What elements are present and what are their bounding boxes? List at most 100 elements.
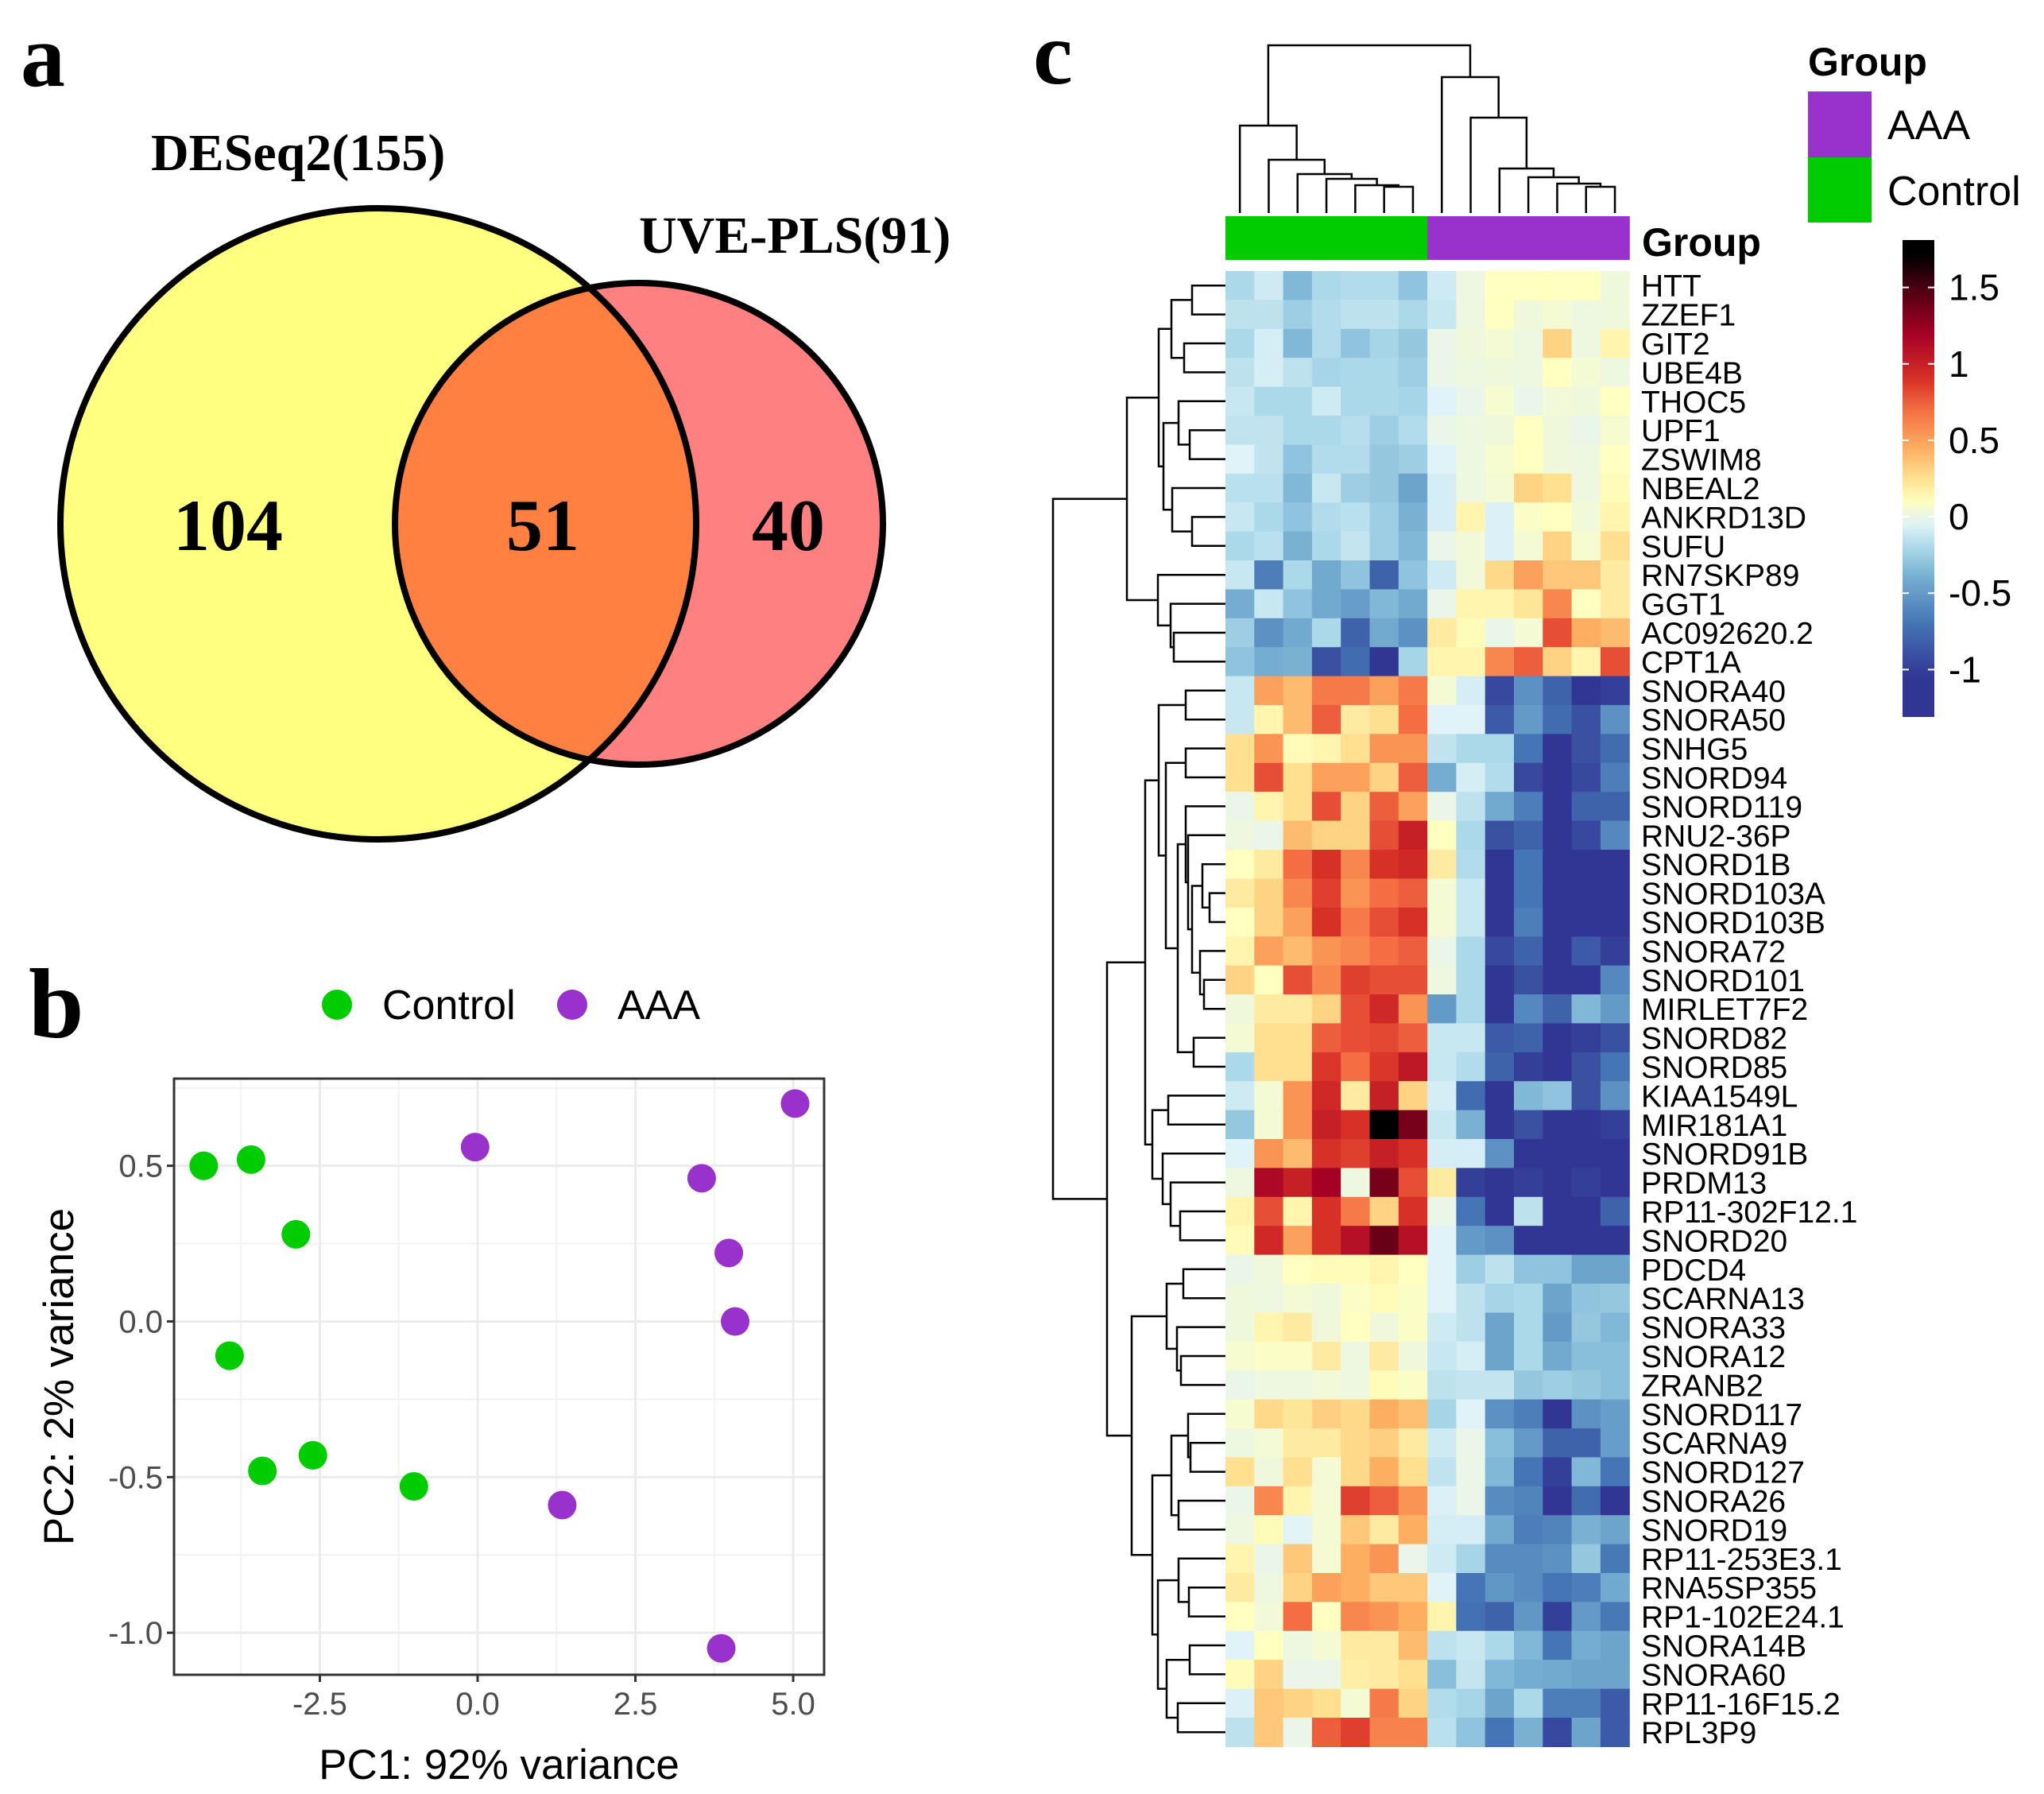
y-tick-label: 0.0: [118, 1304, 163, 1339]
heatmap-cell: [1311, 1081, 1341, 1111]
heatmap-cell: [1369, 1544, 1399, 1574]
heatmap-cell: [1341, 1110, 1371, 1140]
heatmap-cell: [1311, 1226, 1341, 1256]
heatmap-cell: [1369, 1573, 1399, 1602]
dendrogram-branch: [1187, 1412, 1225, 1459]
heatmap-cell: [1514, 1168, 1543, 1198]
heatmap-cell: [1341, 444, 1371, 475]
heatmap-cell: [1398, 762, 1428, 792]
heatmap-cell: [1341, 1486, 1371, 1516]
heatmap-cell: [1485, 560, 1515, 590]
dendrogram-branch: [1177, 400, 1225, 446]
heatmap-cell: [1485, 618, 1515, 648]
heatmap-cell: [1571, 705, 1601, 734]
dendrogram-branch: [1162, 421, 1179, 511]
heatmap-cell: [1427, 271, 1457, 300]
heatmap-cell: [1283, 1139, 1313, 1168]
dendrogram-branch: [1325, 177, 1378, 213]
group-annotation-cell-control: [1311, 216, 1341, 260]
color-scale-legend: 1.5 1 0.5 0 -0.5 -1: [1903, 240, 2011, 717]
heatmap-cell: [1311, 936, 1341, 967]
panel-c-heatmap: c Group HTTZZEF1GIT2UBE4BTHOC5UPF1ZSWIM8…: [1033, 5, 2021, 1750]
heatmap-cell: [1543, 1486, 1573, 1516]
heatmap-cell: [1456, 444, 1486, 475]
heatmap-cell: [1514, 1254, 1543, 1284]
heatmap-cell: [1369, 850, 1399, 879]
dendrogram-branch: [1267, 44, 1472, 126]
heatmap-cell: [1600, 936, 1630, 967]
heatmap-cell: [1369, 676, 1399, 706]
heatmap-cell: [1600, 1486, 1630, 1516]
heatmap-cell: [1485, 1573, 1515, 1602]
heatmap-cell: [1254, 1284, 1284, 1313]
gene-label: RP11-302F12.1: [1641, 1195, 1857, 1230]
heatmap-cell: [1225, 1052, 1255, 1082]
heatmap-cell: [1543, 271, 1573, 300]
legend-dot-control: [322, 990, 352, 1020]
heatmap-cell: [1369, 994, 1399, 1024]
heatmap-cell: [1254, 300, 1284, 330]
heatmap-cell: [1225, 1110, 1255, 1140]
heatmap-cell: [1485, 1139, 1515, 1168]
heatmap-cell: [1543, 705, 1573, 734]
heatmap-cell: [1254, 1515, 1284, 1545]
heatmap-cell: [1311, 878, 1341, 909]
heatmap-cell: [1341, 1081, 1371, 1111]
heatmap-cell: [1398, 1023, 1428, 1053]
heatmap-cell: [1254, 734, 1284, 764]
gene-label: SCARNA13: [1641, 1282, 1805, 1316]
dendrogram-branch: [1151, 1474, 1171, 1636]
heatmap-cell: [1283, 965, 1313, 995]
heatmap-cell: [1341, 792, 1371, 822]
heatmap-cell: [1543, 560, 1573, 590]
group-annotation-cell-control: [1398, 216, 1428, 260]
heatmap-cell: [1514, 1660, 1543, 1690]
heatmap-cell: [1514, 705, 1543, 734]
heatmap-cell: [1427, 358, 1457, 388]
gene-label: SNORD103B: [1641, 906, 1825, 940]
heatmap-cell: [1600, 1573, 1630, 1602]
heatmap-cell: [1485, 1196, 1515, 1226]
heatmap-cell: [1600, 878, 1630, 909]
heatmap-cell: [1341, 762, 1371, 792]
heatmap-cell: [1600, 676, 1630, 706]
heatmap-cell: [1341, 1023, 1371, 1053]
heatmap-cell: [1485, 1428, 1515, 1458]
gene-label: SUFU: [1641, 530, 1725, 564]
heatmap-cell: [1456, 1341, 1486, 1371]
heatmap-cell: [1369, 1688, 1399, 1718]
dendrogram-branch: [1179, 1354, 1225, 1386]
dendrogram-branch: [1190, 516, 1225, 548]
heatmap-cell: [1254, 502, 1284, 533]
heatmap-cell: [1571, 1544, 1601, 1574]
heatmap-cell: [1398, 1688, 1428, 1718]
gene-label: ANKRD13D: [1641, 501, 1806, 535]
gene-label: SNORA50: [1641, 703, 1786, 738]
heatmap-cell: [1600, 1457, 1630, 1487]
heatmap-cell: [1283, 1486, 1313, 1516]
heatmap-cell: [1225, 850, 1255, 879]
heatmap-cell: [1600, 300, 1630, 330]
gene-labels: HTTZZEF1GIT2UBE4BTHOC5UPF1ZSWIM8NBEAL2AN…: [1641, 269, 1857, 1750]
group-annotation-cell-aaa: [1571, 216, 1601, 260]
heatmap-cell: [1571, 1660, 1601, 1690]
heatmap-cell: [1254, 1023, 1284, 1053]
gene-label: PRDM13: [1641, 1167, 1767, 1201]
heatmap-cell: [1225, 878, 1255, 909]
heatmap-cell: [1398, 300, 1428, 330]
heatmap-cell: [1283, 386, 1313, 417]
gene-label: SNORD127: [1641, 1456, 1805, 1490]
heatmap-cell: [1369, 907, 1399, 937]
heatmap-cell: [1225, 676, 1255, 706]
heatmap-cell: [1398, 994, 1428, 1024]
heatmap-cell: [1283, 1399, 1313, 1429]
heatmap-cell: [1398, 1168, 1428, 1198]
group-legend-title: Group: [1808, 40, 1927, 84]
heatmap-cell: [1369, 589, 1399, 619]
heatmap-cell: [1283, 1052, 1313, 1082]
heatmap-cell: [1543, 762, 1573, 792]
heatmap-cell: [1398, 907, 1428, 937]
heatmap-cell: [1571, 1688, 1601, 1718]
heatmap-cell: [1398, 1399, 1428, 1429]
heatmap-cell: [1427, 1718, 1457, 1747]
